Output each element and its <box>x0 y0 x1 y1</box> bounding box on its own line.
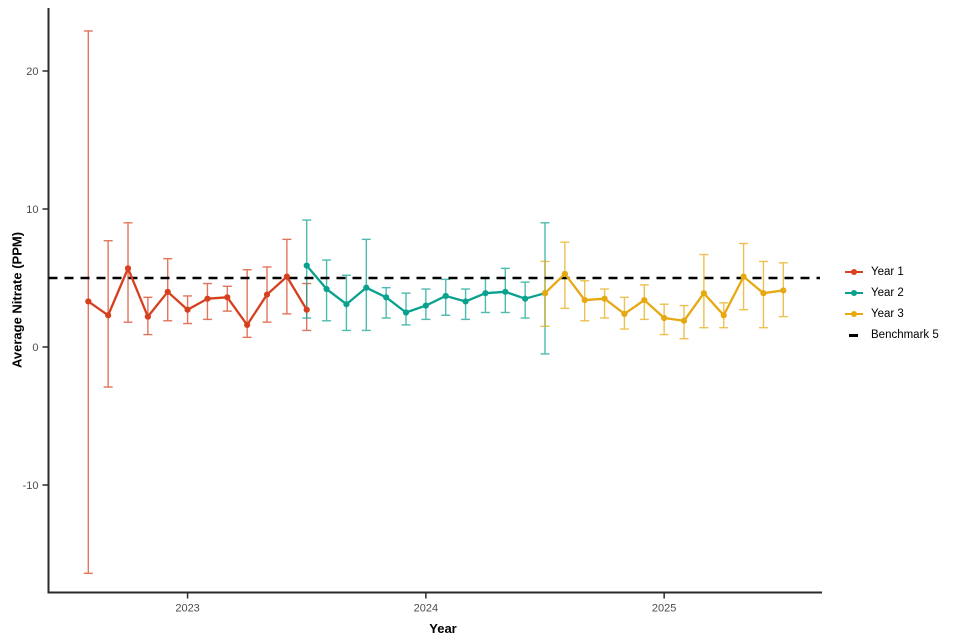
line-point-icon <box>845 288 863 298</box>
data-point <box>621 310 628 317</box>
data-point <box>283 273 290 280</box>
data-point <box>244 321 251 329</box>
data-point <box>383 294 390 301</box>
data-point <box>263 291 271 298</box>
data-point <box>720 312 727 319</box>
legend-item-year-1: Year 1 <box>845 265 939 279</box>
data-point <box>482 290 489 297</box>
error-bars-year-1 <box>83 30 312 575</box>
data-point <box>442 292 449 300</box>
data-point <box>740 273 747 280</box>
x-tick-label: 2024 <box>414 603 438 615</box>
legend-label: Year 3 <box>871 308 904 320</box>
legend-label: Benchmark 5 <box>871 329 939 341</box>
data-point <box>680 317 688 324</box>
line-point-icon <box>845 267 863 277</box>
x-tick-label: 2023 <box>175 603 199 615</box>
series-line-year-1 <box>87 267 308 327</box>
y-tick-label: 20 <box>26 66 38 78</box>
data-point <box>581 296 588 304</box>
data-point <box>462 298 469 305</box>
legend-label: Year 2 <box>871 287 904 299</box>
data-point <box>601 295 608 302</box>
legend: Year 1 Year 2 Year 3 Benchmark 5 <box>845 265 939 342</box>
data-point <box>124 265 132 272</box>
data-point <box>522 295 529 302</box>
data-point <box>343 301 350 308</box>
benchmark-dash-icon <box>845 330 863 340</box>
y-axis-title: Average Nitrate (PPM) <box>9 231 25 369</box>
data-point <box>184 306 191 313</box>
data-point <box>85 298 92 305</box>
series-points-year-1 <box>85 265 310 329</box>
data-point <box>541 290 549 297</box>
legend-item-year-3: Year 3 <box>845 307 939 321</box>
data-point <box>224 294 231 301</box>
data-point <box>422 302 429 309</box>
series-points-year-3 <box>541 270 787 324</box>
y-tick-label: 0 <box>32 342 38 354</box>
x-axis-title: Year <box>429 621 457 636</box>
data-point <box>144 313 151 320</box>
data-point <box>204 295 211 302</box>
data-point <box>641 296 648 304</box>
data-point <box>402 309 410 316</box>
data-point <box>323 285 330 293</box>
data-point <box>760 290 767 297</box>
y-tick-label: 10 <box>26 204 38 216</box>
data-point <box>561 270 568 277</box>
data-point <box>700 290 707 297</box>
data-point <box>303 306 310 313</box>
x-tick-label: 2025 <box>652 603 676 615</box>
data-point <box>105 312 112 319</box>
error-bars-year-2 <box>302 219 550 355</box>
legend-item-benchmark-5: Benchmark 5 <box>845 328 939 342</box>
data-point <box>164 288 171 295</box>
data-point <box>303 262 310 269</box>
legend-label: Year 1 <box>871 266 904 278</box>
data-point <box>363 284 370 291</box>
line-point-icon <box>845 309 863 319</box>
y-tick-label: -10 <box>23 480 39 492</box>
data-point <box>502 288 509 295</box>
legend-item-year-2: Year 2 <box>845 286 939 300</box>
data-point <box>780 287 787 294</box>
data-point <box>661 314 668 322</box>
